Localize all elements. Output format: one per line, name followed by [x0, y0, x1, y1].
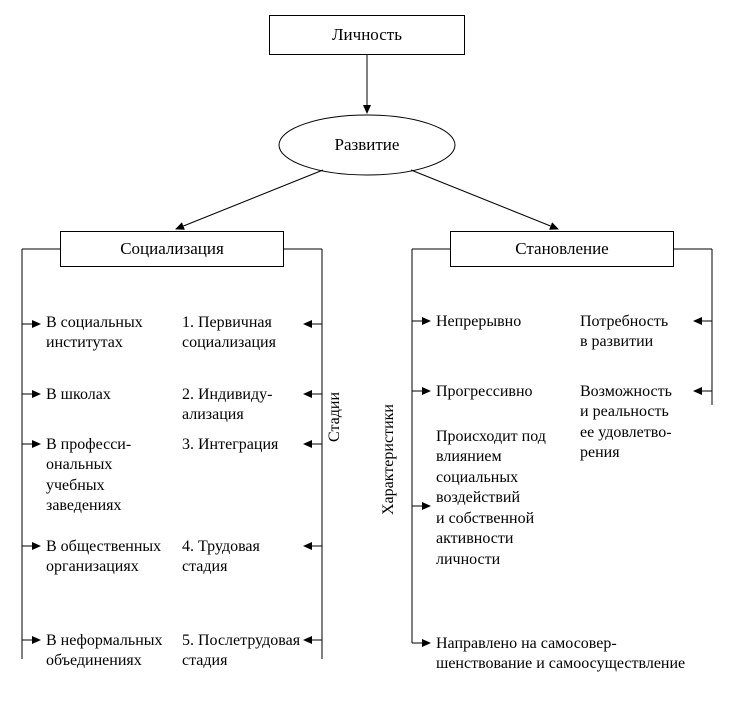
soc-label: Социализация [120, 239, 224, 259]
soc-right-2: 3. Интегра­ция [182, 435, 302, 455]
soc-left-4: В неформаль­ных объеди­нениях [46, 631, 186, 672]
soc-left-1: В школах [46, 385, 166, 405]
soc-left-0: В социальных институтах [46, 313, 166, 354]
soc-right-4: 5. Послетру­довая стадия [182, 631, 302, 672]
soc-right-3: 4. Трудовая стадия [182, 537, 302, 578]
dev-label: Развитие [327, 135, 407, 155]
vlabel-characteristics: Характеристики [380, 385, 398, 535]
stan-left-0: Непрерывно [436, 312, 576, 332]
stan-left-2: Происходит под влиянием социальных возде… [436, 427, 566, 570]
soc-left-2: В професси­ональных учебных заведениях [46, 435, 166, 517]
stan-box: Становление [450, 231, 674, 267]
soc-right-0: 1. Первичная социализа­ция [182, 313, 307, 354]
diagram-connectors [0, 0, 734, 709]
vlabel-stages: Стадии [326, 382, 344, 452]
stan-right-0: Потребность в развитии [580, 312, 700, 353]
root-box: Личность [269, 15, 465, 55]
soc-right-1: 2. Индивиду­ализация [182, 385, 302, 426]
soc-box: Социализация [60, 231, 284, 267]
stan-left-1: Прогрес­сивно [436, 382, 546, 402]
soc-left-3: В обществен­ных органи­зациях [46, 537, 176, 578]
stan-right-1: Возможность и реальность ее удовлетво­ре… [580, 382, 700, 464]
stan-left-3: Направлено на самосовер­шенствование и с… [436, 634, 696, 675]
stan-label: Становление [515, 239, 608, 259]
root-label: Личность [332, 25, 402, 45]
